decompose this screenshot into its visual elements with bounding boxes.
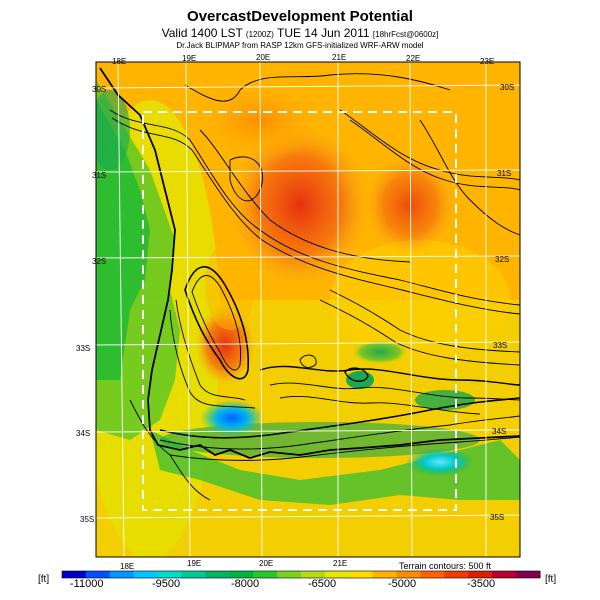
bottom-lon-label: 20E [259,559,274,568]
colorbar-swatch [109,571,135,578]
top-lon-label: 21E [332,53,347,62]
colorbar-swatch [157,571,182,578]
forecast-hour: [18hrFcst@0600z] [372,30,439,39]
bottom-lon-label: 18E [120,562,135,571]
colorbar-swatch [348,571,374,578]
colorbar-label: -5000 [388,578,417,590]
terrain-contours [109,73,520,501]
colorbar [61,570,541,579]
lat-lon-grid [96,62,520,557]
terrain-contours-note: Terrain contours: 500 ft [399,561,492,571]
left-lat-label: 35S [80,515,95,524]
right-lat-label: 30S [500,83,515,92]
colorbar-swatch [205,571,230,578]
top-lon-label: 18E [112,57,127,66]
right-lat-label: 35S [490,513,505,522]
colorbar-frame [61,570,541,579]
colorbar-unit-left: [ft] [38,574,50,585]
right-lat-label: 33S [493,341,508,350]
colorbar-label: -6500 [308,578,337,590]
valid-time: Valid 1400 LST [161,26,243,40]
colorbar-label: -11000 [70,578,104,590]
top-lon-label: 19E [182,54,197,63]
map-title: OvercastDevelopment Potential [187,8,413,25]
colorbar-swatch [372,571,398,578]
right-lat-label: 31S [497,169,512,178]
valid-date: TUE 14 Jun 2011 [277,26,370,40]
colorbar-swatch [468,571,493,578]
colorbar-swatch [444,571,469,578]
top-lon-label: 20E [256,53,271,62]
top-lon-label: 23E [480,57,495,66]
colorbar-unit-right: [ft] [545,574,557,585]
colorbar-swatch [324,571,350,578]
right-lat-label: 32S [495,255,510,264]
left-lat-label: 30S [92,85,107,94]
model-credit: Dr.Jack BLIPMAP from RASP 12km GFS-initi… [176,41,424,50]
left-lat-label: 31S [92,171,107,180]
left-lat-label: 33S [76,344,91,353]
map-subtitle: Valid 1400 LST (1200Z) TUE 14 Jun 2011 [… [0,26,600,40]
colorbar-swatch [301,571,326,578]
right-lat-label: 34S [492,427,507,436]
colorbar-swatch [420,571,445,578]
colorbar-label: -9500 [152,578,181,590]
bottom-lon-label: 21E [333,559,348,568]
colorbar-swatch [492,571,517,578]
left-lat-label: 34S [76,429,91,438]
inner-domain-box [142,111,457,511]
colorbar-label: -8000 [231,578,260,590]
bottom-lon-label: 19E [187,559,202,568]
coastline [99,67,520,459]
colorbar-swatch [133,571,159,578]
colorbar-swatch [277,571,302,578]
utc-time: (1200Z) [245,30,274,39]
colorbar-swatch [62,571,87,578]
colorbar-swatch [85,571,111,578]
colorbar-swatch [229,571,254,578]
map-frame [95,61,521,558]
colorbar-swatch [516,571,541,578]
colorbar-swatch [253,571,278,578]
colorbar-swatch [181,571,206,578]
top-lon-label: 22E [406,54,421,63]
colorbar-label: -3500 [467,578,496,590]
field-layer [96,62,520,557]
colorbar-swatch [396,571,421,578]
left-lat-label: 32S [92,257,107,266]
